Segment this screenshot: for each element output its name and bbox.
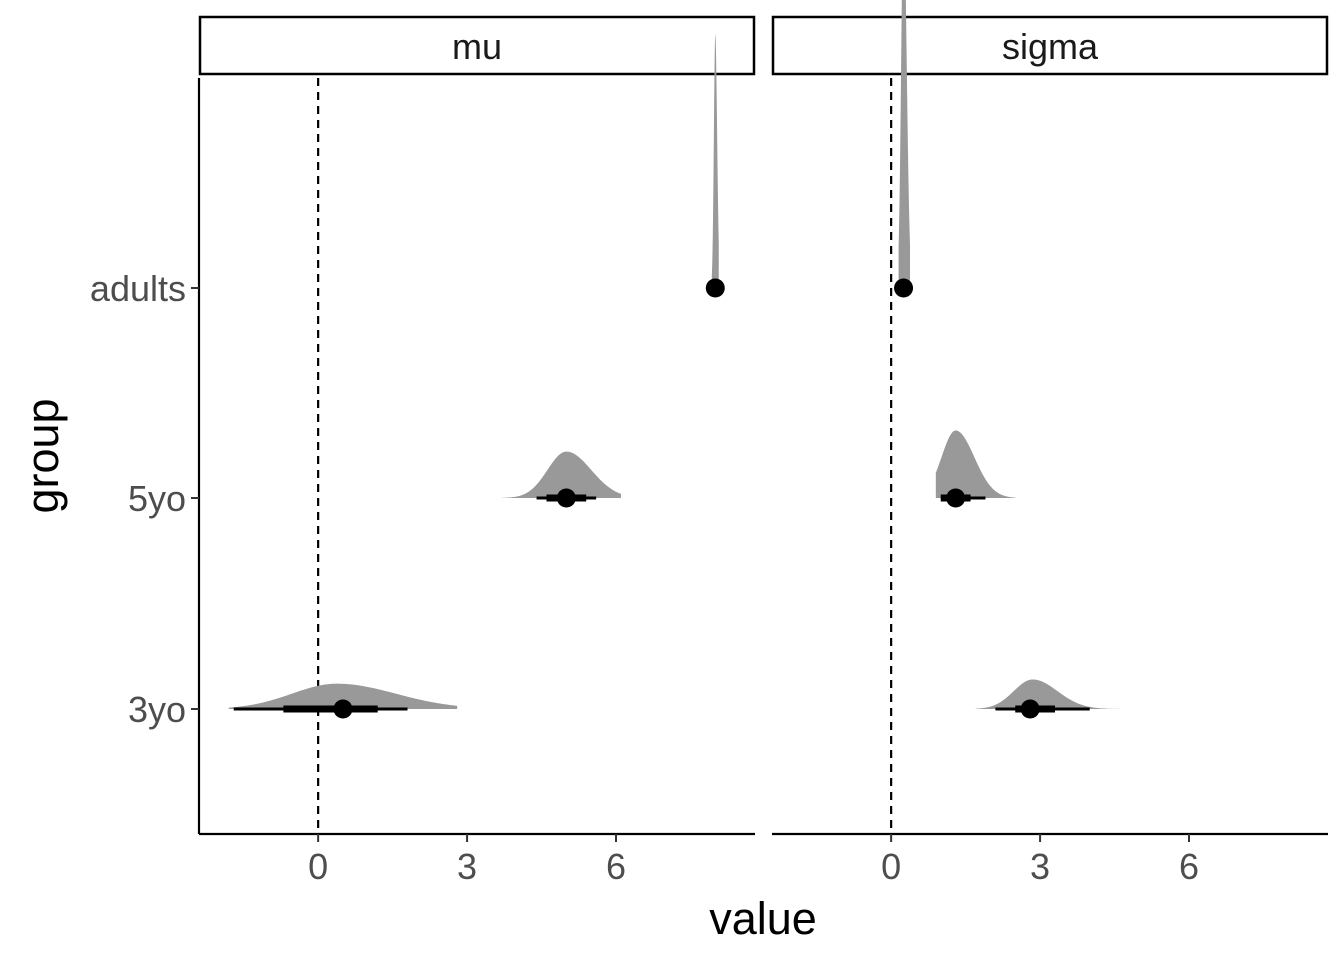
facet-strip xyxy=(198,15,756,76)
density-3yo xyxy=(975,679,1165,709)
point-estimate-adults xyxy=(894,278,914,298)
density-5yo xyxy=(935,430,1016,498)
facet-strip-label: mu xyxy=(452,26,502,67)
facet-strip-label: sigma xyxy=(1002,26,1099,67)
density-adults xyxy=(711,34,719,288)
x-tick-label: 6 xyxy=(606,846,626,887)
density-3yo xyxy=(228,683,458,709)
point-estimate-3yo xyxy=(333,699,353,719)
point-estimate-5yo xyxy=(556,488,576,508)
point-estimate-adults xyxy=(705,278,725,298)
point-estimate-5yo xyxy=(946,488,966,508)
x-axis-title: value xyxy=(709,893,817,944)
x-tick-label: 0 xyxy=(881,846,901,887)
x-tick-label: 6 xyxy=(1179,846,1199,887)
y-axis-title: group xyxy=(17,398,68,513)
x-tick-label: 0 xyxy=(308,846,328,887)
y-tick-label: 5yo xyxy=(128,478,186,519)
x-tick-label: 3 xyxy=(457,846,477,887)
x-tick-label: 3 xyxy=(1030,846,1050,887)
point-estimate-3yo xyxy=(1020,699,1040,719)
facet-panel-mu: mu 0 3 6 3yo 5yo adults xyxy=(90,15,756,887)
density-adults xyxy=(898,0,911,288)
facet-panel-sigma: sigma 0 3 6 xyxy=(771,0,1329,887)
facet-strip xyxy=(771,15,1329,76)
density-5yo xyxy=(501,451,621,498)
y-tick-label: adults xyxy=(90,268,186,309)
y-tick-label: 3yo xyxy=(128,689,186,730)
